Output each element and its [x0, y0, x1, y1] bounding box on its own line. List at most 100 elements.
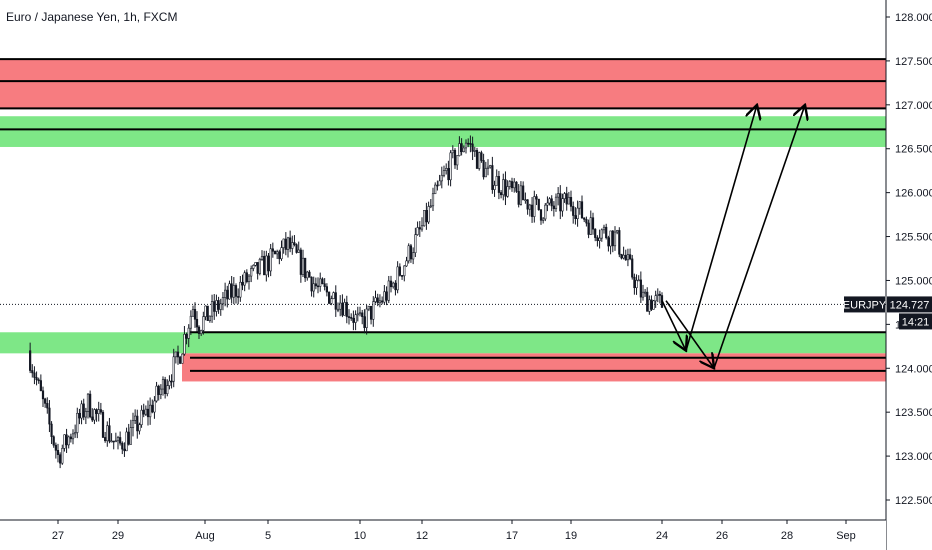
projection-arrow-up[interactable] [685, 105, 757, 351]
candle-body [626, 254, 630, 261]
candle-body [618, 230, 621, 255]
candle-body [358, 312, 362, 315]
candle-body [127, 431, 130, 445]
candle-body [174, 351, 177, 358]
candle-body [149, 404, 152, 418]
time-tick-label: 5 [265, 530, 271, 542]
candle-body [123, 448, 126, 452]
candle-body [110, 440, 113, 443]
candle-body [86, 393, 90, 412]
candle-body [29, 350, 32, 371]
candle-body [170, 380, 173, 383]
supply-zone[interactable] [0, 59, 886, 110]
candle-body [510, 181, 514, 189]
candle-body [572, 206, 575, 216]
projection-arrow-up[interactable] [713, 105, 805, 369]
candle-body [306, 271, 309, 279]
candle-body [39, 380, 42, 392]
demand-zone[interactable] [0, 332, 886, 354]
candle-body [108, 425, 111, 442]
candle-body [183, 334, 186, 355]
candle-body [345, 302, 348, 317]
candle-body [332, 292, 335, 299]
time-tick-label: Sep [836, 530, 856, 542]
candle-body [157, 385, 160, 395]
candle-body [480, 152, 483, 161]
candle-body [425, 210, 428, 223]
candle-body [159, 388, 162, 395]
candle-body [409, 245, 413, 260]
candle-body [533, 196, 536, 217]
candle-body [185, 334, 188, 339]
candle-body [267, 255, 270, 272]
candle-body [256, 262, 259, 274]
candle-body [548, 198, 551, 204]
candle-body [119, 437, 122, 444]
price-axis-background [886, 0, 932, 550]
candle-body [65, 434, 68, 446]
candle-body [363, 316, 366, 328]
candle-body [644, 291, 647, 294]
candle-body [228, 283, 231, 300]
candle-body [291, 242, 294, 249]
candle-body [271, 248, 274, 252]
candle-body [97, 409, 100, 414]
candle-body [484, 168, 487, 178]
candle-body [381, 300, 384, 303]
candle-body [197, 326, 201, 334]
candle-body [219, 303, 222, 310]
candle-body [354, 314, 357, 323]
candle-body [427, 206, 430, 223]
candle-body [418, 227, 421, 230]
candle-body [166, 385, 169, 395]
candle-body [502, 179, 505, 196]
candle-body [561, 198, 564, 212]
candle-body [84, 411, 87, 418]
candle-body [493, 185, 496, 190]
candle-body [387, 280, 390, 301]
candle-body [515, 181, 518, 192]
time-axis[interactable]: 27 29 Aug 5 10 12 17 19 24 26 28 Sep [0, 519, 886, 550]
candle-body [456, 155, 459, 166]
candle-body [613, 231, 617, 247]
candle-body [440, 174, 443, 182]
candle-body [46, 403, 49, 409]
candle-body [263, 255, 266, 276]
projection-arrow-down[interactable] [661, 300, 686, 351]
price-tick-label: 122.500 [895, 495, 932, 507]
candle-body [464, 142, 468, 149]
candle-body [172, 356, 175, 382]
chart-title: Euro / Japanese Yen, 1h, FXCM [6, 10, 178, 24]
candle-body [142, 409, 145, 415]
candle-body [37, 379, 40, 382]
projection-arrow-down[interactable] [665, 300, 714, 369]
time-tick-label: 12 [416, 530, 428, 542]
candle-body [392, 282, 395, 288]
candle-body [412, 252, 415, 260]
candle-body [179, 356, 182, 364]
candle-body [361, 312, 364, 317]
candle-body [526, 199, 529, 210]
demand-zone[interactable] [0, 116, 886, 147]
candle-body [99, 409, 102, 413]
candle-body [631, 258, 634, 278]
candle-body [542, 218, 545, 221]
candle-body [44, 398, 47, 404]
candle-body [522, 185, 525, 201]
candle-body [319, 278, 322, 287]
candle-body [528, 204, 531, 210]
candle-body [460, 143, 463, 153]
candle-body [243, 272, 246, 286]
candle-body [299, 249, 302, 275]
candle-body [206, 305, 209, 321]
price-axis[interactable]: 128.000 127.500 127.000 126.500 126.000 125.5… [885, 0, 932, 550]
candle-body [605, 226, 608, 239]
candle-body [151, 404, 154, 413]
candle-body [594, 228, 597, 238]
candle-body [550, 198, 553, 207]
candle-body [304, 257, 307, 279]
candle-body [301, 257, 305, 275]
candle-body [587, 222, 590, 235]
candle-body [403, 265, 406, 277]
